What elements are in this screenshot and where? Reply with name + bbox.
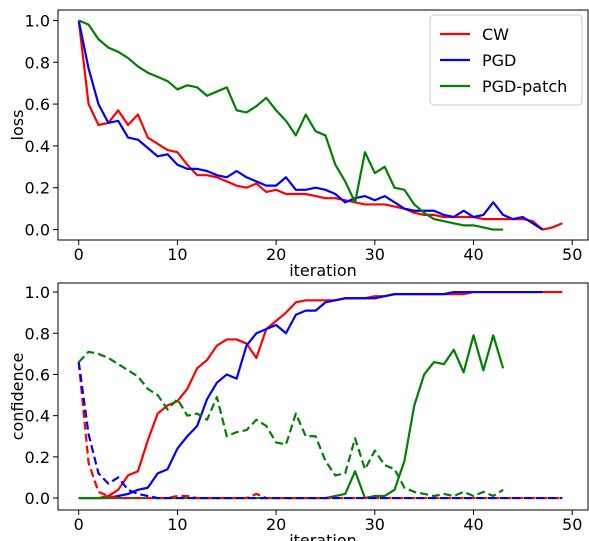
legend-label: PGD-patch [482, 77, 567, 96]
y-tick-label: 0.4 [25, 407, 50, 426]
y-tick-label: 0.4 [25, 137, 50, 156]
y-axis-label: confidence [8, 353, 27, 441]
x-tick-label: 40 [463, 245, 483, 264]
series-line [77, 20, 544, 231]
y-tick-label: 1.0 [25, 283, 50, 302]
x-tick-label: 0 [74, 245, 84, 264]
y-tick-label: 0.0 [25, 221, 50, 240]
y-tick-label: 0.0 [25, 489, 50, 508]
series-line [78, 19, 504, 231]
legend-label: PGD [482, 51, 516, 70]
series-line [77, 361, 563, 500]
x-tick-label: 30 [365, 245, 385, 264]
y-tick-label: 0.6 [25, 95, 50, 114]
series-line [77, 20, 563, 231]
y-tick-label: 0.8 [25, 53, 50, 72]
legend-label: CW [482, 25, 509, 44]
x-tick-label: 50 [562, 515, 582, 534]
y-tick-label: 0.2 [25, 448, 50, 467]
x-axis-label: iteration [289, 531, 357, 541]
y-tick-label: 1.0 [25, 11, 50, 30]
x-tick-label: 10 [167, 245, 187, 264]
axes-frame [57, 282, 589, 511]
series-line [77, 350, 504, 498]
x-tick-label: 50 [562, 245, 582, 264]
x-tick-label: 40 [463, 515, 483, 534]
x-tick-label: 10 [167, 515, 187, 534]
legend-box [429, 14, 583, 106]
x-axis-label: iteration [289, 261, 357, 280]
x-tick-label: 20 [266, 245, 286, 264]
x-tick-label: 20 [266, 515, 286, 534]
series-line [78, 334, 505, 500]
y-tick-label: 0.8 [25, 324, 50, 343]
y-tick-label: 0.2 [25, 179, 50, 198]
y-tick-label: 0.6 [25, 365, 50, 384]
y-axis-label: loss [8, 110, 27, 141]
x-tick-label: 0 [74, 515, 84, 534]
axes-frame [57, 9, 589, 241]
x-tick-label: 30 [365, 515, 385, 534]
series-line [78, 290, 563, 500]
series-line [78, 290, 543, 500]
